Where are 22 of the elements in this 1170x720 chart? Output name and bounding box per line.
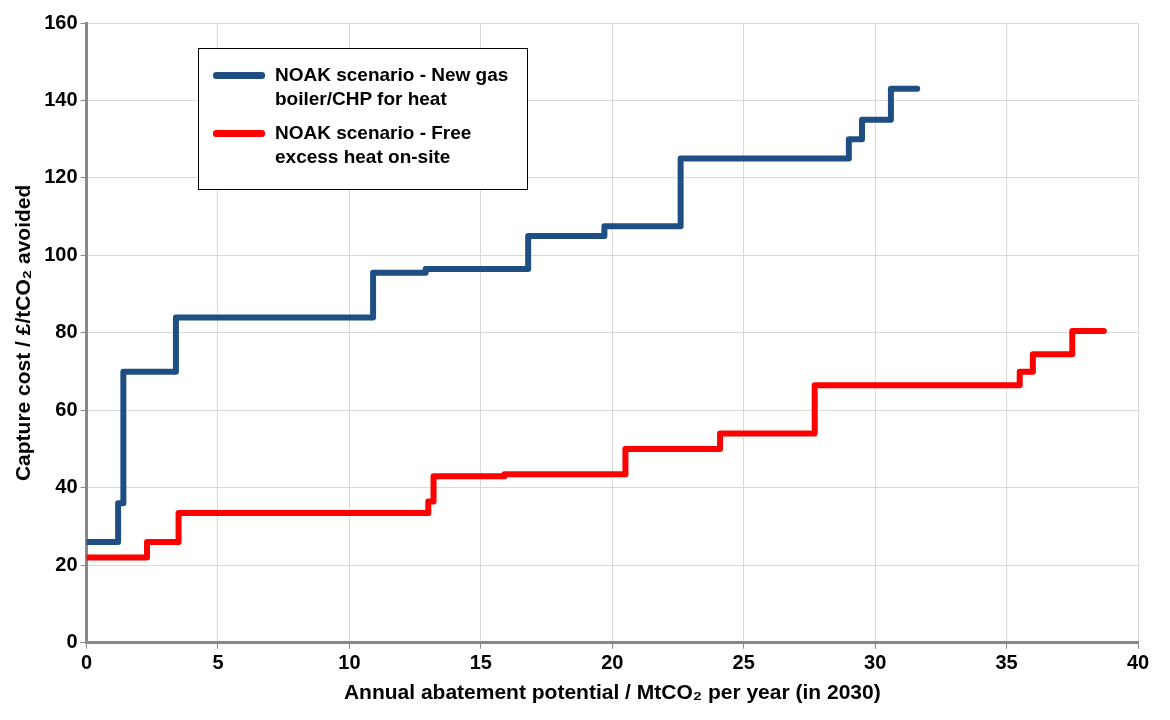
y-axis-title: Capture cost / £/tCO₂ avoided (11, 184, 35, 482)
x-tick-label: 0 (81, 651, 93, 674)
legend-label: NOAK scenario - New gas boiler/CHP for heat (275, 63, 510, 111)
x-axis-title: Annual abatement potential / MtCO₂ per year (in 2030) (343, 680, 881, 704)
x-tick-label: 15 (469, 651, 492, 674)
x-tick-label: 10 (338, 651, 361, 674)
y-tick-label: 0 (66, 630, 78, 653)
y-tick-label: 100 (44, 242, 78, 265)
y-tick-label: 140 (44, 87, 78, 110)
x-tick-label: 35 (995, 651, 1018, 674)
y-tick-label: 20 (55, 552, 78, 575)
y-tick-label: 120 (44, 165, 78, 188)
x-tick-label: 40 (1126, 651, 1150, 674)
legend-label: NOAK scenario - Free excess heat on-site (275, 121, 473, 169)
y-tick-label: 80 (55, 320, 78, 343)
y-tick-label: 40 (55, 475, 78, 498)
x-tick-label: 20 (601, 651, 624, 674)
y-tick-label: 160 (44, 10, 78, 33)
y-tick-label: 60 (55, 397, 78, 420)
x-tick-label: 30 (864, 651, 887, 674)
x-tick-label: 25 (732, 651, 755, 674)
x-tick-label: 5 (212, 651, 224, 674)
